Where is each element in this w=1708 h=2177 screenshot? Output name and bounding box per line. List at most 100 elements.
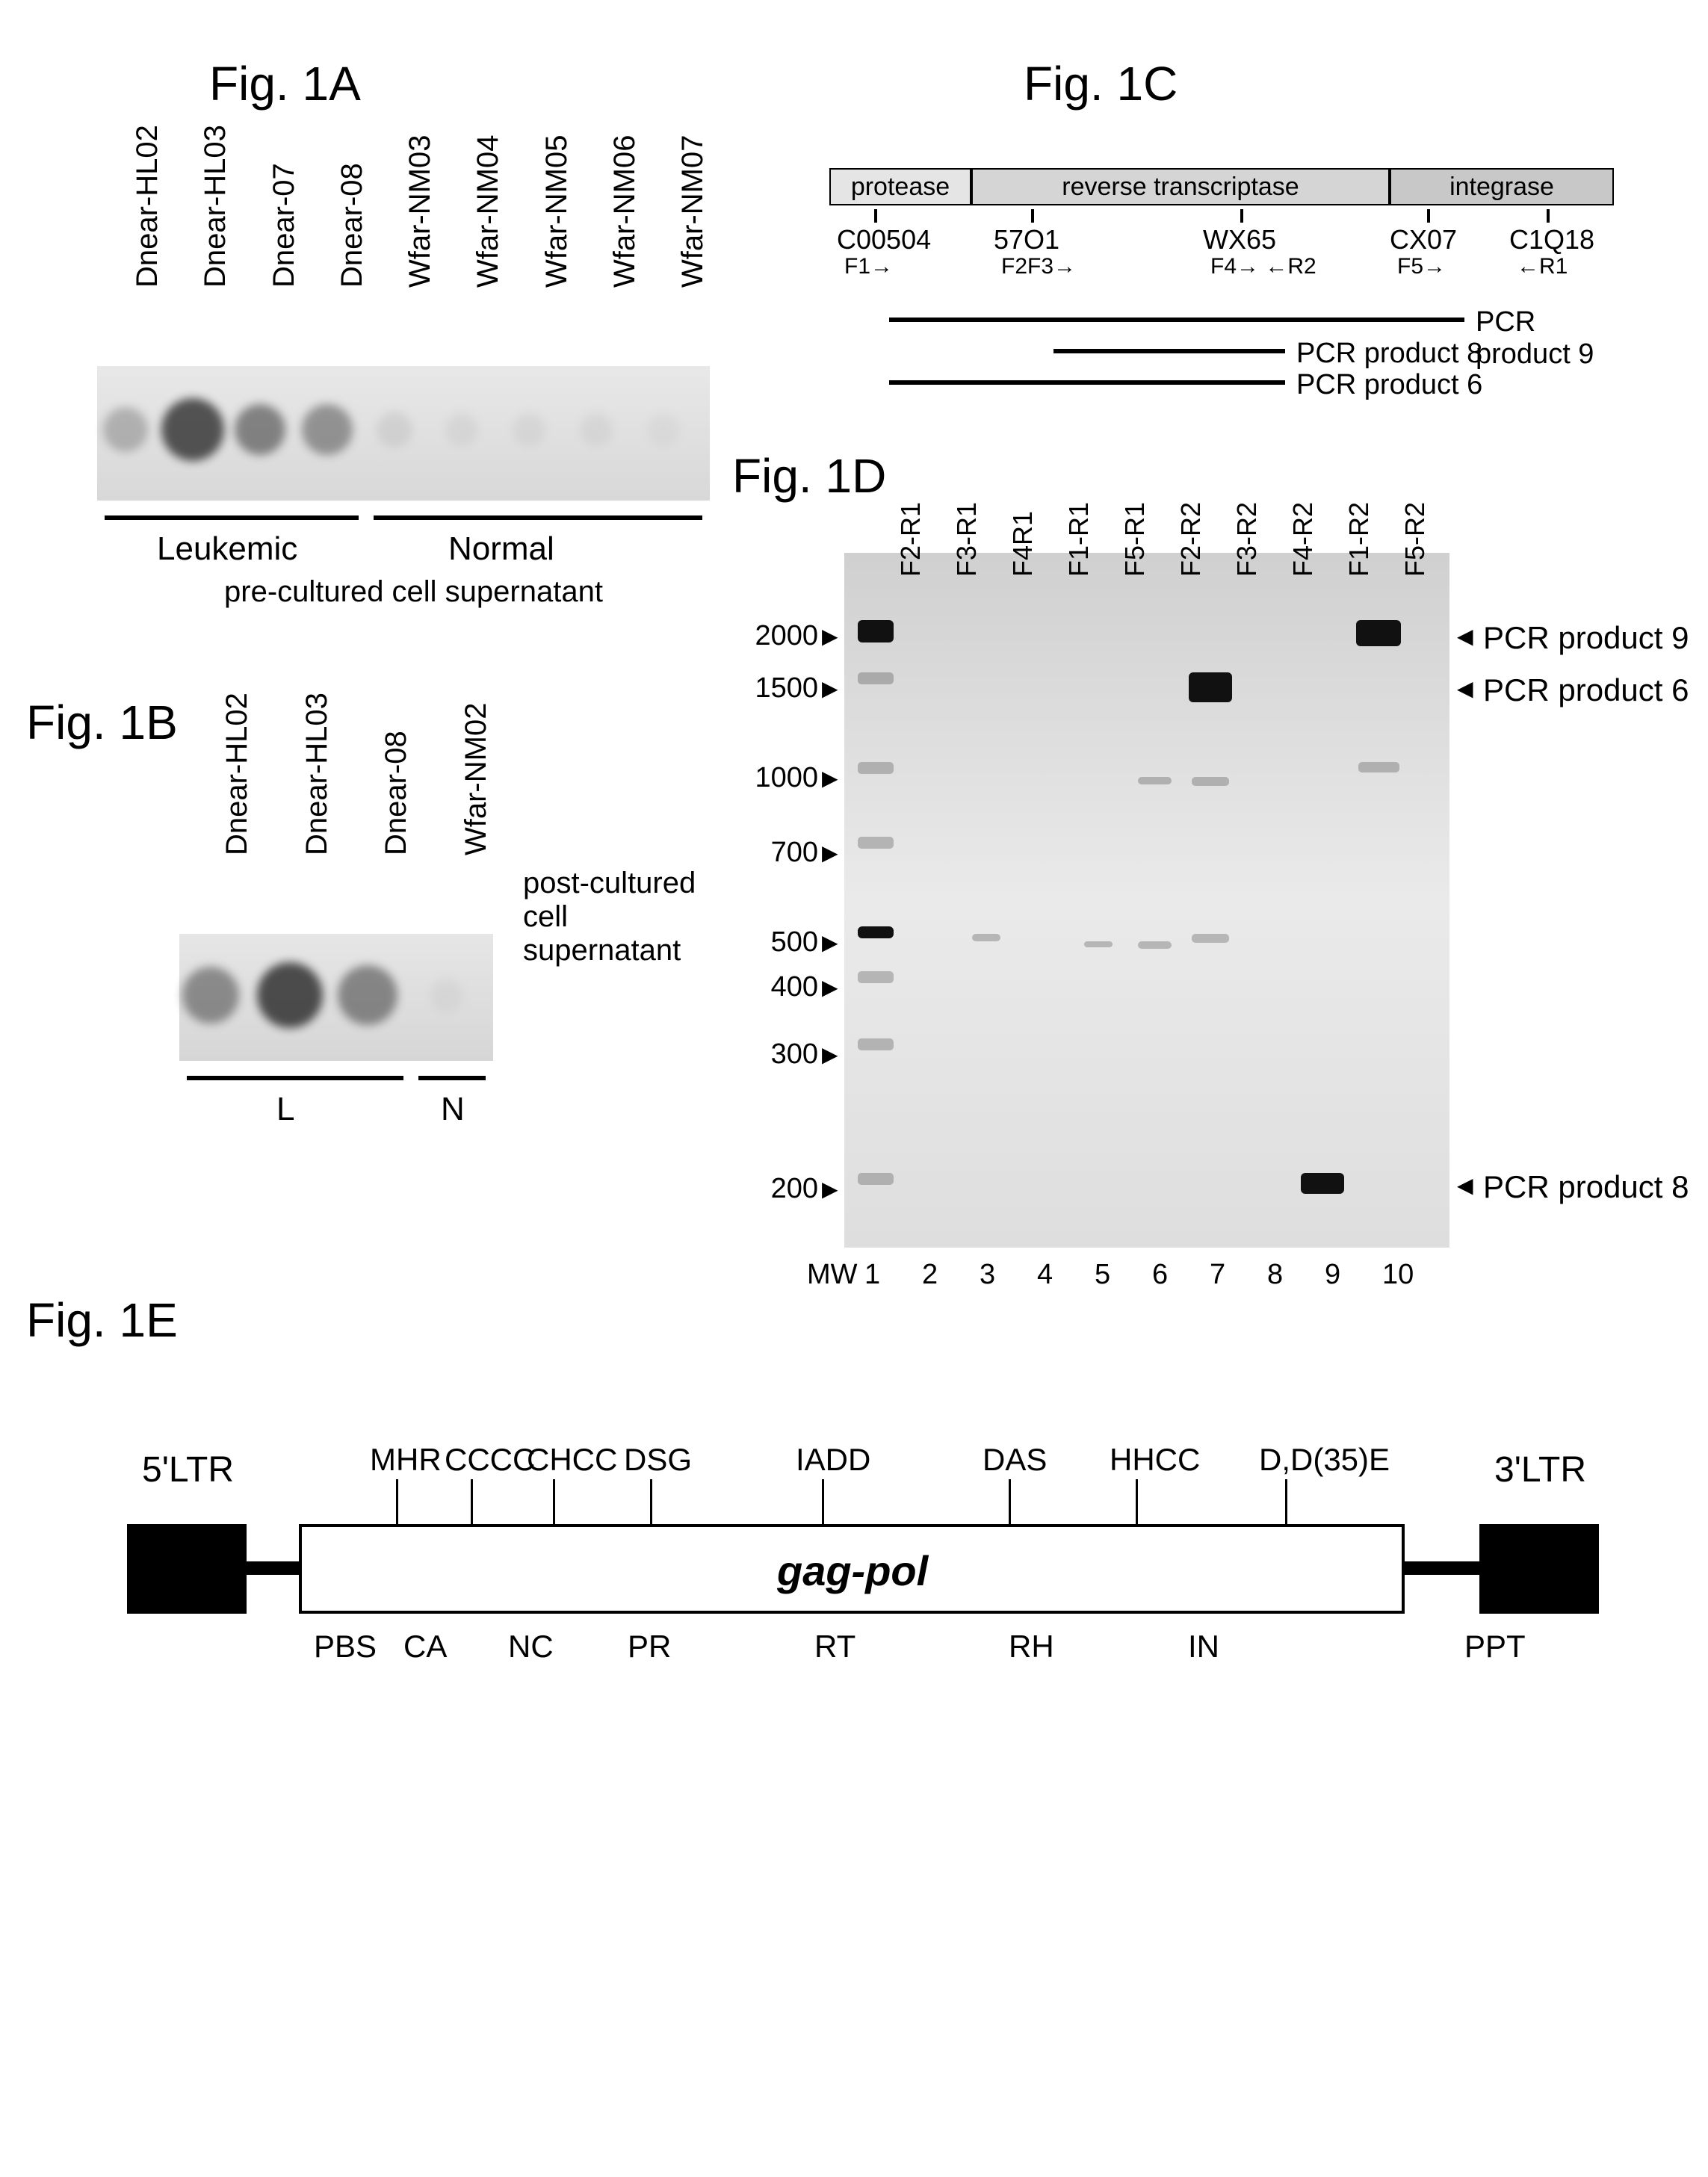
panel-d-mw-tri-7: ▶ — [822, 1177, 838, 1201]
panel-a-lbl-1: Dnear-HL03 — [199, 220, 232, 288]
panel-a-dot-6 — [513, 413, 545, 446]
panel-d-band-8 — [972, 934, 1000, 941]
panel-e-top-label-3: DSG — [624, 1442, 692, 1478]
panel-d-mw-tri-4: ▶ — [822, 930, 838, 955]
panel-d-mw-band-2 — [858, 762, 894, 774]
panel-a-dot-3 — [302, 404, 353, 455]
panel-e-top-label-2: CHCC — [527, 1442, 617, 1478]
panel-c-schematic: protease reverse transcriptase integrase… — [829, 168, 1614, 422]
panel-c-probe-tick-0 — [874, 209, 877, 223]
panel-d-mw-band-4 — [858, 926, 894, 938]
fig-label-a: Fig. 1A — [209, 56, 361, 111]
panel-c-probe-tick-1 — [1031, 209, 1034, 223]
panel-b-lbl-0: Dnear-HL02 — [220, 781, 254, 855]
panel-e-genome-diagram: gag-pol 5'LTR 3'LTR MHRCCCCCHCCDSGIADDDA… — [127, 1352, 1606, 1800]
panel-d-lane-header-2: F4R1 — [1007, 511, 1039, 577]
panel-e-gagpol-label: gag-pol — [777, 1546, 928, 1595]
panel-d-lane-header-6: F3-R2 — [1231, 502, 1263, 577]
panel-c-pcr-label-1: PCR product 8 — [1296, 338, 1482, 370]
panel-d-gel-image — [844, 553, 1449, 1248]
panel-c-probe-label-1: 57O1 — [994, 224, 1059, 256]
panel-a-dot-blot — [97, 366, 710, 501]
panel-d-mw-tri-2: ▶ — [822, 766, 838, 790]
panel-e-stub-right — [1405, 1561, 1479, 1575]
panel-c-domain-1-lbl: reverse transcriptase — [1062, 173, 1299, 202]
panel-c-primer-2: F4→ ←R2 — [1210, 254, 1316, 279]
panel-d-mw-tri-6: ▶ — [822, 1042, 838, 1067]
panel-d-mw-1: 1500 — [755, 672, 818, 704]
panel-b-cap1: post-cultured cell — [523, 867, 696, 933]
panel-e-btm-label-0: PBS — [314, 1629, 377, 1665]
panel-d-lane-num-7: 7 — [1210, 1259, 1225, 1291]
panel-d-lane-header-5: F2-R2 — [1175, 502, 1207, 577]
panel-b-lbl-2: Dnear-08 — [380, 781, 413, 855]
panel-d-band-9 — [1084, 941, 1113, 947]
panel-d-lane-header-7: F4-R2 — [1287, 502, 1319, 577]
panel-b-dot-0 — [182, 967, 239, 1024]
panel-d-mw-6: 300 — [755, 1038, 818, 1071]
panel-e-top-label-5: DAS — [983, 1442, 1047, 1478]
panel-d-band-6 — [1138, 777, 1172, 784]
panel-a-lbl-2: Dnear-07 — [267, 220, 301, 288]
panel-e-btm-label-1: CA — [403, 1629, 447, 1665]
panel-d-mw-5: 400 — [755, 971, 818, 1003]
panel-a-sample-labels: Dnear-HL02 Dnear-HL03 Dnear-07 Dnear-08 … — [97, 187, 710, 220]
panel-c-probe-tick-4 — [1547, 209, 1550, 223]
panel-a-dot-5 — [445, 413, 478, 446]
panel-a-dot-1 — [161, 398, 224, 461]
panel-c-probe-tick-2 — [1240, 209, 1243, 223]
panel-d-lane-header-9: F5-R2 — [1399, 502, 1431, 577]
panel-d-band-4 — [1192, 934, 1229, 943]
panel-e-3ltr-box — [1479, 1524, 1599, 1614]
panel-d-mw-band-5 — [858, 971, 894, 983]
panel-e-top-label-0: MHR — [370, 1442, 442, 1478]
panel-d-mw-band-3 — [858, 837, 894, 849]
panel-d-mw-3: 700 — [755, 837, 818, 869]
panel-c-probe-label-2: WX65 — [1203, 224, 1276, 256]
panel-c-probe-tick-3 — [1427, 209, 1430, 223]
panel-a-lbl-3: Dnear-08 — [335, 220, 369, 288]
panel-b-groupL: L — [276, 1091, 294, 1128]
panel-c-pcr-label-2: PCR product 6 — [1296, 369, 1482, 401]
panel-a-lbl-8: Wfar-NM07 — [676, 220, 710, 288]
panel-e-stub-left — [247, 1561, 299, 1575]
panel-e-5ltr-label: 5'LTR — [142, 1449, 234, 1490]
panel-a-dot-8 — [647, 413, 680, 446]
panel-a-caption: pre-cultured cell supernatant — [224, 575, 603, 609]
panel-c-primer-3: F5→ — [1397, 254, 1446, 279]
panel-b-dot-3 — [430, 979, 463, 1012]
panel-e-top-lead-5 — [1009, 1479, 1011, 1524]
panel-a-dot-4 — [377, 412, 412, 448]
panel-a-lbl-6: Wfar-NM05 — [540, 220, 574, 288]
panel-d-side-tri-2: ◀ — [1457, 1173, 1473, 1198]
panel-a-dot-0 — [103, 407, 148, 452]
panel-e-btm-label-2: NC — [508, 1629, 554, 1665]
panel-d-mw-band-0 — [858, 620, 894, 642]
panel-c-probe-label-4: C1Q18 — [1509, 224, 1594, 256]
panel-d-band-2 — [1189, 672, 1232, 702]
panel-d-mw-band-6 — [858, 1038, 894, 1050]
panel-d-mw-tri-3: ▶ — [822, 840, 838, 865]
fig-label-d: Fig. 1D — [732, 448, 886, 504]
panel-e-btm-label-5: RH — [1009, 1629, 1054, 1665]
panel-d-band-1 — [1358, 762, 1399, 772]
panel-d-mw-4: 500 — [755, 926, 818, 959]
panel-c-primer-1: F2F3→ — [1001, 254, 1076, 279]
panel-c-domain-2-lbl: integrase — [1449, 173, 1554, 202]
panel-e-top-label-7: D,D(35)E — [1259, 1442, 1390, 1478]
panel-d-side-tri-1: ◀ — [1457, 676, 1473, 701]
panel-d-lane-header-1: F3-R1 — [951, 502, 983, 577]
panel-d-lane-num-8: 8 — [1267, 1259, 1283, 1291]
panel-b-groupN: N — [441, 1091, 465, 1128]
panel-e-top-lead-4 — [822, 1479, 824, 1524]
panel-e-btm-label-3: PR — [628, 1629, 671, 1665]
panel-d-band-0 — [1356, 620, 1401, 646]
panel-e-top-lead-0 — [396, 1479, 398, 1524]
panel-e-btm-label-7: PPT — [1464, 1629, 1526, 1665]
panel-d-lane-header-4: F5-R1 — [1119, 502, 1151, 577]
panel-c-probe-label-0: C00504 — [837, 224, 931, 256]
panel-c-pcr-line-2 — [889, 380, 1285, 385]
panel-e-top-label-6: HHCC — [1110, 1442, 1200, 1478]
panel-d-lane-header-3: F1-R1 — [1063, 502, 1095, 577]
panel-d-lane-num-6: 6 — [1152, 1259, 1168, 1291]
